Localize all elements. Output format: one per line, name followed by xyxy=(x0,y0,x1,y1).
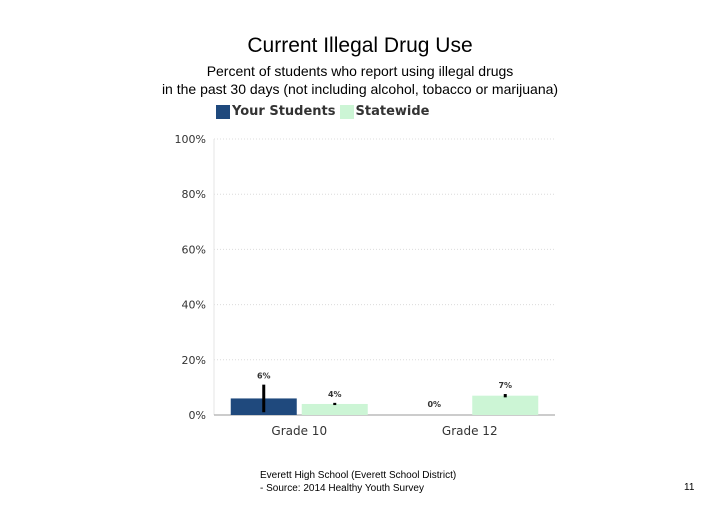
y-tick-label: 60% xyxy=(182,243,206,256)
subtitle-line-1: Percent of students who report using ill… xyxy=(206,63,514,79)
page-number: 11 xyxy=(684,482,695,493)
legend-item-your-students: Your Students xyxy=(216,104,336,119)
bar xyxy=(301,403,368,415)
y-tick-label: 0% xyxy=(189,409,206,422)
y-tick-label: 20% xyxy=(182,354,206,367)
data-label: 6% xyxy=(257,372,271,381)
data-label: 0% xyxy=(427,400,441,409)
chart-subtitle: Percent of students who report using ill… xyxy=(0,62,720,98)
y-tick-label: 100% xyxy=(175,133,206,146)
legend-label-statewide: Statewide xyxy=(355,104,430,119)
bar xyxy=(472,395,539,415)
legend-label-your-students: Your Students xyxy=(232,104,336,119)
y-tick-label: 40% xyxy=(182,299,206,312)
legend-item-statewide: Statewide xyxy=(339,104,430,119)
footer: Everett High School (Everett School Dist… xyxy=(260,469,456,495)
chart-legend: Your Students Statewide xyxy=(216,104,430,119)
legend-swatch-your-students xyxy=(216,104,230,119)
subtitle-line-2: in the past 30 days (not including alcoh… xyxy=(161,81,559,97)
data-label: 7% xyxy=(498,381,512,390)
chart-title: Current Illegal Drug Use xyxy=(247,34,473,57)
data-label: 4% xyxy=(328,390,342,399)
x-category-label: Grade 10 xyxy=(271,424,327,438)
footer-source: - Source: 2014 Healthy Youth Survey xyxy=(260,483,424,494)
y-tick-label: 80% xyxy=(182,188,206,201)
footer-school: Everett High School (Everett School Dist… xyxy=(260,470,457,481)
legend-swatch-statewide xyxy=(339,104,354,119)
x-category-label: Grade 12 xyxy=(442,424,498,438)
